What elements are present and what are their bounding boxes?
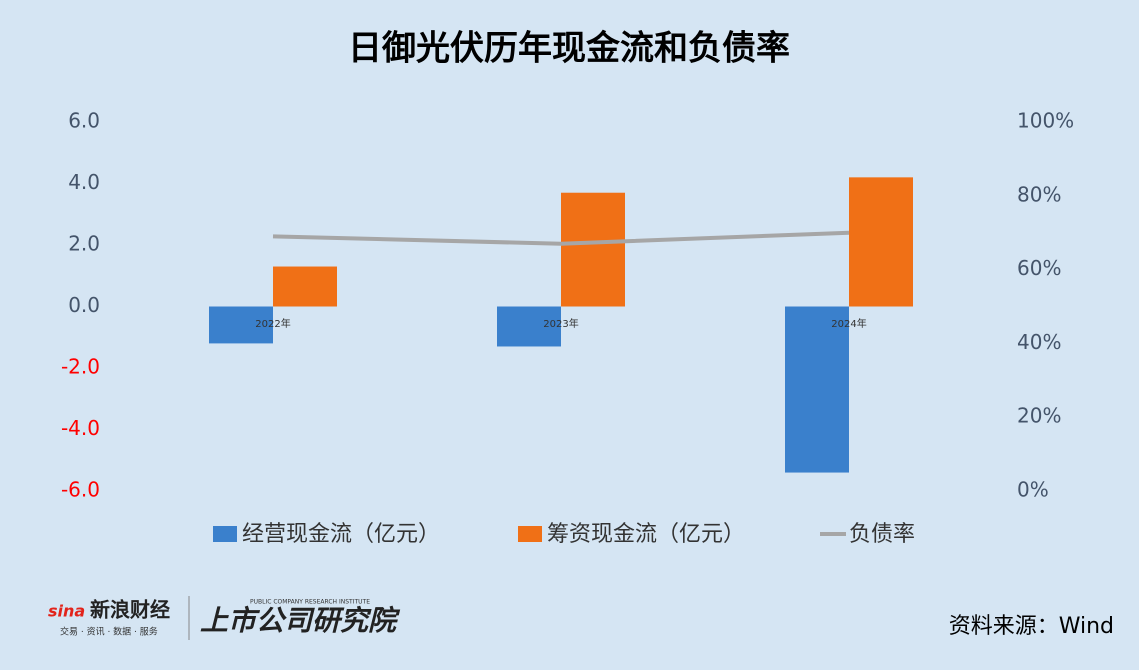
- bar: [785, 306, 849, 473]
- y2-tick-label: 60%: [1017, 256, 1061, 280]
- sina-logo: sina: [48, 602, 85, 621]
- institute-en: PUBLIC COMPANY RESEARCH INSTITUTE: [250, 599, 370, 606]
- y-tick-label: 2.0: [68, 232, 100, 256]
- institute: 上市公司研究院: [200, 604, 401, 637]
- x-tick-label: 2022年: [255, 317, 290, 330]
- brand-tagline: 交易 · 资讯 · 数据 · 服务: [60, 626, 158, 638]
- legend-label: 经营现金流（亿元）: [242, 522, 440, 547]
- source: 资料来源：Wind: [949, 614, 1114, 639]
- legend-swatch: [213, 526, 237, 542]
- y-tick-label: 4.0: [68, 170, 100, 194]
- legend-label: 负债率: [849, 522, 915, 547]
- bar: [209, 306, 273, 344]
- chart-title: 日御光伏历年现金流和负债率: [348, 29, 790, 69]
- y-tick-label: -2.0: [61, 355, 100, 379]
- y-tick-label: 6.0: [68, 109, 100, 133]
- y-tick-label: -4.0: [61, 416, 100, 440]
- y-tick-label: 0.0: [68, 293, 100, 317]
- y2-tick-label: 80%: [1017, 182, 1061, 206]
- y2-tick-label: 20%: [1017, 404, 1061, 428]
- y2-tick-label: 100%: [1017, 109, 1074, 133]
- bar: [273, 266, 337, 307]
- y-tick-label: -6.0: [61, 478, 100, 502]
- x-tick-label: 2023年: [543, 317, 578, 330]
- y2-tick-label: 40%: [1017, 330, 1061, 354]
- line: [272, 230, 850, 246]
- legend-swatch: [518, 526, 542, 542]
- legend-label: 筹资现金流（亿元）: [547, 522, 745, 547]
- bar: [849, 177, 913, 307]
- bar: [561, 192, 625, 307]
- bar: [497, 306, 561, 347]
- y2-tick-label: 0%: [1017, 478, 1049, 502]
- brand: 新浪财经: [90, 598, 170, 622]
- x-tick-label: 2024年: [831, 317, 866, 330]
